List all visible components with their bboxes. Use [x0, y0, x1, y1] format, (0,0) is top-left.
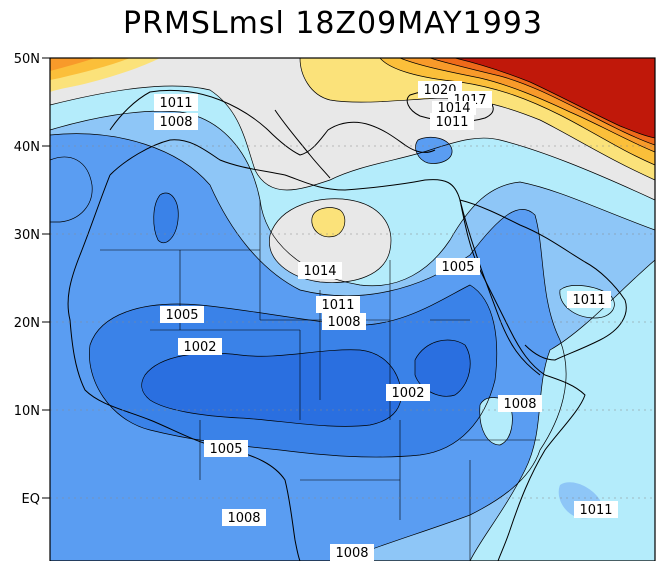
fill-above-1029 — [455, 58, 655, 138]
isobar-label: 1011 — [321, 298, 354, 313]
isobar-1002-west — [141, 349, 402, 427]
fill-1005-1008-atlantic — [50, 157, 93, 222]
isobar-label: 1008 — [335, 546, 368, 561]
isobar-label: 1011 — [159, 96, 192, 111]
isobar-1026 — [429, 58, 655, 146]
africa-coast — [109, 139, 586, 561]
fill-below-1002 — [141, 349, 402, 427]
isobar-1023 — [399, 58, 655, 153]
isobar-1008-horn — [479, 397, 513, 446]
isobar-label: 1005 — [165, 308, 198, 323]
isobar-label: 1008 — [227, 511, 260, 526]
fill-1005-1008-morocco — [153, 192, 179, 243]
isobar-label: 1014 — [437, 101, 470, 116]
isobar-atlantic-low — [50, 156, 93, 223]
isobar-1020 — [379, 58, 655, 166]
map-frame — [49, 57, 656, 561]
isobar-label: 1002 — [183, 340, 216, 355]
fill-1017-1020-sahara — [311, 207, 345, 237]
isobar-morocco-low — [153, 192, 179, 244]
isobar-label: 1011 — [579, 503, 612, 518]
lat-tick-label: 30N — [14, 228, 40, 243]
isobar-aegean-low — [415, 136, 453, 164]
isobar-1008-north — [50, 133, 567, 561]
isobar-label: 1011 — [435, 115, 468, 130]
isobar-1029 — [454, 58, 655, 139]
lat-tick-label: 40N — [14, 140, 40, 155]
lat-tick-label: 50N — [14, 52, 40, 67]
graticule — [50, 145, 655, 499]
coastline-layer — [67, 89, 627, 561]
italy-coast — [274, 109, 331, 179]
lat-axis: 50N 40N 30N 20N 10N EQ — [14, 52, 50, 507]
isobar-1011-north — [50, 110, 655, 287]
west-africa-coast — [67, 174, 301, 561]
isobar-label: 1011 — [572, 293, 605, 308]
lat-tick-label: 20N — [14, 316, 40, 331]
arabia-coast — [459, 199, 627, 361]
isobar-label: 1008 — [327, 315, 360, 330]
europe-coast — [109, 89, 436, 156]
fill-below-1002-east — [415, 340, 471, 397]
map-title: PRMSLmsl 18Z09MAY1993 — [123, 6, 543, 41]
isobar-label: 1008 — [159, 115, 192, 130]
isobar-1014-sahara — [269, 198, 392, 283]
isobar-label: 1005 — [209, 442, 242, 457]
isobar-1017-sahara — [311, 207, 346, 238]
lat-tick-label: EQ — [22, 492, 40, 507]
isobar-layer — [50, 58, 655, 561]
isobar-label: 1008 — [503, 397, 536, 412]
lat-tick-label: 10N — [14, 404, 40, 419]
isobar-1011-gulf — [559, 285, 615, 319]
isobar-1014-north — [50, 85, 655, 201]
isobar-labels: 1011 1008 1020 1017 1014 1011 1014 1005 … — [154, 81, 618, 561]
isobar-1005 — [89, 284, 498, 458]
isobar-label: 1005 — [441, 260, 474, 275]
isobar-label: 1014 — [303, 264, 336, 279]
isobar-label: 1002 — [391, 386, 424, 401]
red-sea-coast — [459, 199, 541, 376]
fill-1023-1026-northwest — [50, 58, 95, 71]
